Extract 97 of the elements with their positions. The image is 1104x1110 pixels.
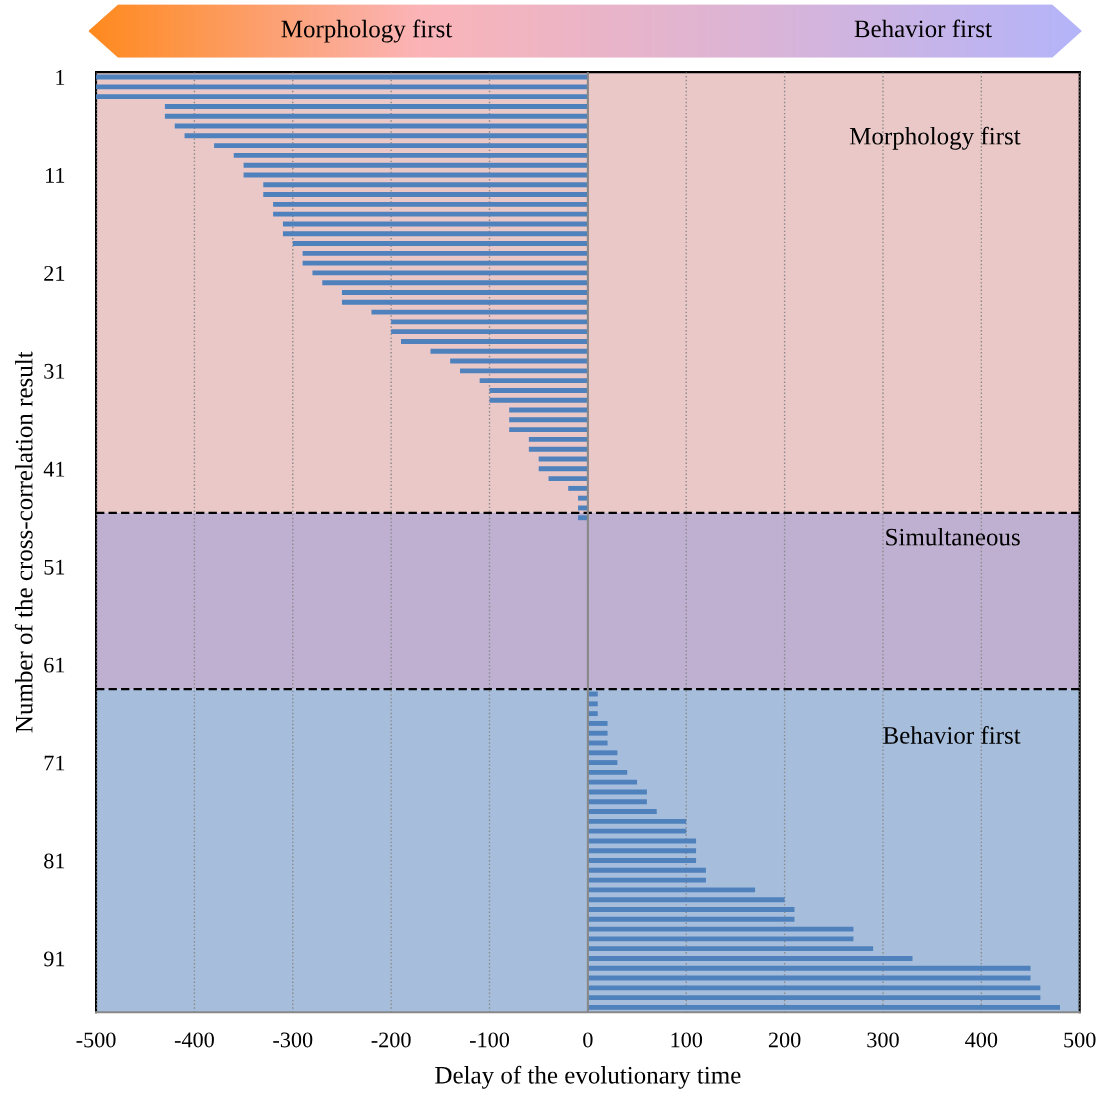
bar xyxy=(587,877,706,883)
bar xyxy=(528,436,588,442)
bar xyxy=(587,897,785,903)
bar xyxy=(578,515,588,521)
bar xyxy=(568,485,588,491)
bar xyxy=(587,779,638,785)
bar xyxy=(587,750,618,756)
bar xyxy=(587,818,687,824)
bar xyxy=(587,916,795,922)
text: Behavior first xyxy=(854,19,992,38)
bar xyxy=(509,417,588,423)
bar xyxy=(243,162,588,168)
x-tick-label: 200 xyxy=(768,1032,801,1048)
bar xyxy=(214,143,588,149)
bar xyxy=(528,446,588,452)
x-tick-label: -500 xyxy=(76,1032,116,1048)
y-tick-label: 11 xyxy=(46,168,65,183)
bar xyxy=(587,956,913,961)
y-tick-label: 21 xyxy=(44,265,65,281)
bar xyxy=(312,270,588,276)
y-tick-label: 1 xyxy=(56,70,65,85)
bar xyxy=(302,260,588,266)
bar xyxy=(587,730,608,736)
bar xyxy=(450,358,588,364)
x-tick-label: -100 xyxy=(469,1032,510,1048)
bar xyxy=(587,965,1031,971)
bar xyxy=(587,995,1041,1001)
bar xyxy=(587,907,795,912)
bar xyxy=(263,182,588,188)
bar xyxy=(460,368,588,374)
bar xyxy=(587,838,697,844)
bar xyxy=(578,495,588,501)
band-label: Morphology first xyxy=(849,126,1021,150)
bar xyxy=(587,848,697,854)
bar xyxy=(282,221,588,227)
bar xyxy=(233,152,588,158)
y-tick-label: 71 xyxy=(44,755,65,771)
band-label: Behavior first xyxy=(883,726,1021,744)
bar xyxy=(548,476,588,482)
x-tick-label: 400 xyxy=(965,1032,998,1048)
y-tick-label: 31 xyxy=(44,363,65,379)
x-tick-label: 100 xyxy=(671,1032,703,1048)
y-tick-label: 41 xyxy=(43,461,65,477)
bar xyxy=(587,926,854,932)
bar xyxy=(341,299,588,305)
y-tick-label: 61 xyxy=(44,657,65,673)
x-tick-label: 500 xyxy=(1064,1032,1096,1048)
bar xyxy=(587,760,618,766)
y-tick-label: 51 xyxy=(44,559,65,575)
bar xyxy=(263,192,588,198)
bar xyxy=(322,280,588,286)
bar xyxy=(587,799,647,805)
bar xyxy=(489,397,588,403)
bar xyxy=(489,387,588,393)
bar xyxy=(587,946,874,952)
bar xyxy=(587,985,1041,991)
bar xyxy=(96,84,588,90)
bar xyxy=(430,348,588,354)
bar xyxy=(587,828,687,834)
x-tick-label: 0 xyxy=(583,1032,593,1048)
bar xyxy=(587,769,628,775)
bar xyxy=(587,936,854,942)
y-tick-label: 91 xyxy=(43,951,65,967)
bar xyxy=(479,378,588,384)
y-axis-title: Number of the cross-correlation result xyxy=(14,351,33,733)
bar xyxy=(587,711,598,717)
bar xyxy=(96,94,588,100)
bar xyxy=(400,339,588,344)
bar xyxy=(587,867,706,873)
bar xyxy=(164,103,588,109)
bar xyxy=(509,427,588,433)
x-axis-title: Delay of the evolutionary time xyxy=(435,1065,741,1089)
bar xyxy=(587,1004,1061,1010)
x-tick-label: -300 xyxy=(273,1032,313,1048)
bar xyxy=(587,809,657,814)
bar xyxy=(587,701,598,707)
text: Morphology first xyxy=(281,19,453,43)
bar xyxy=(184,133,588,139)
bar xyxy=(538,466,588,472)
bar xyxy=(587,858,697,863)
bar xyxy=(341,290,588,295)
bar xyxy=(587,887,756,893)
x-tick-label: -400 xyxy=(174,1032,214,1048)
band-label: Simultaneous xyxy=(886,527,1020,546)
x-tick-label: 300 xyxy=(867,1032,899,1048)
y-tick-label: 81 xyxy=(44,853,65,869)
x-tick-label: -200 xyxy=(371,1032,411,1048)
bar xyxy=(164,113,588,119)
bar xyxy=(391,319,588,325)
bar xyxy=(273,211,588,217)
bar xyxy=(391,329,588,335)
bar xyxy=(371,309,588,315)
bar xyxy=(273,201,588,207)
bar xyxy=(282,231,588,237)
bar xyxy=(292,241,588,246)
bar xyxy=(587,720,608,726)
bar xyxy=(302,250,588,256)
